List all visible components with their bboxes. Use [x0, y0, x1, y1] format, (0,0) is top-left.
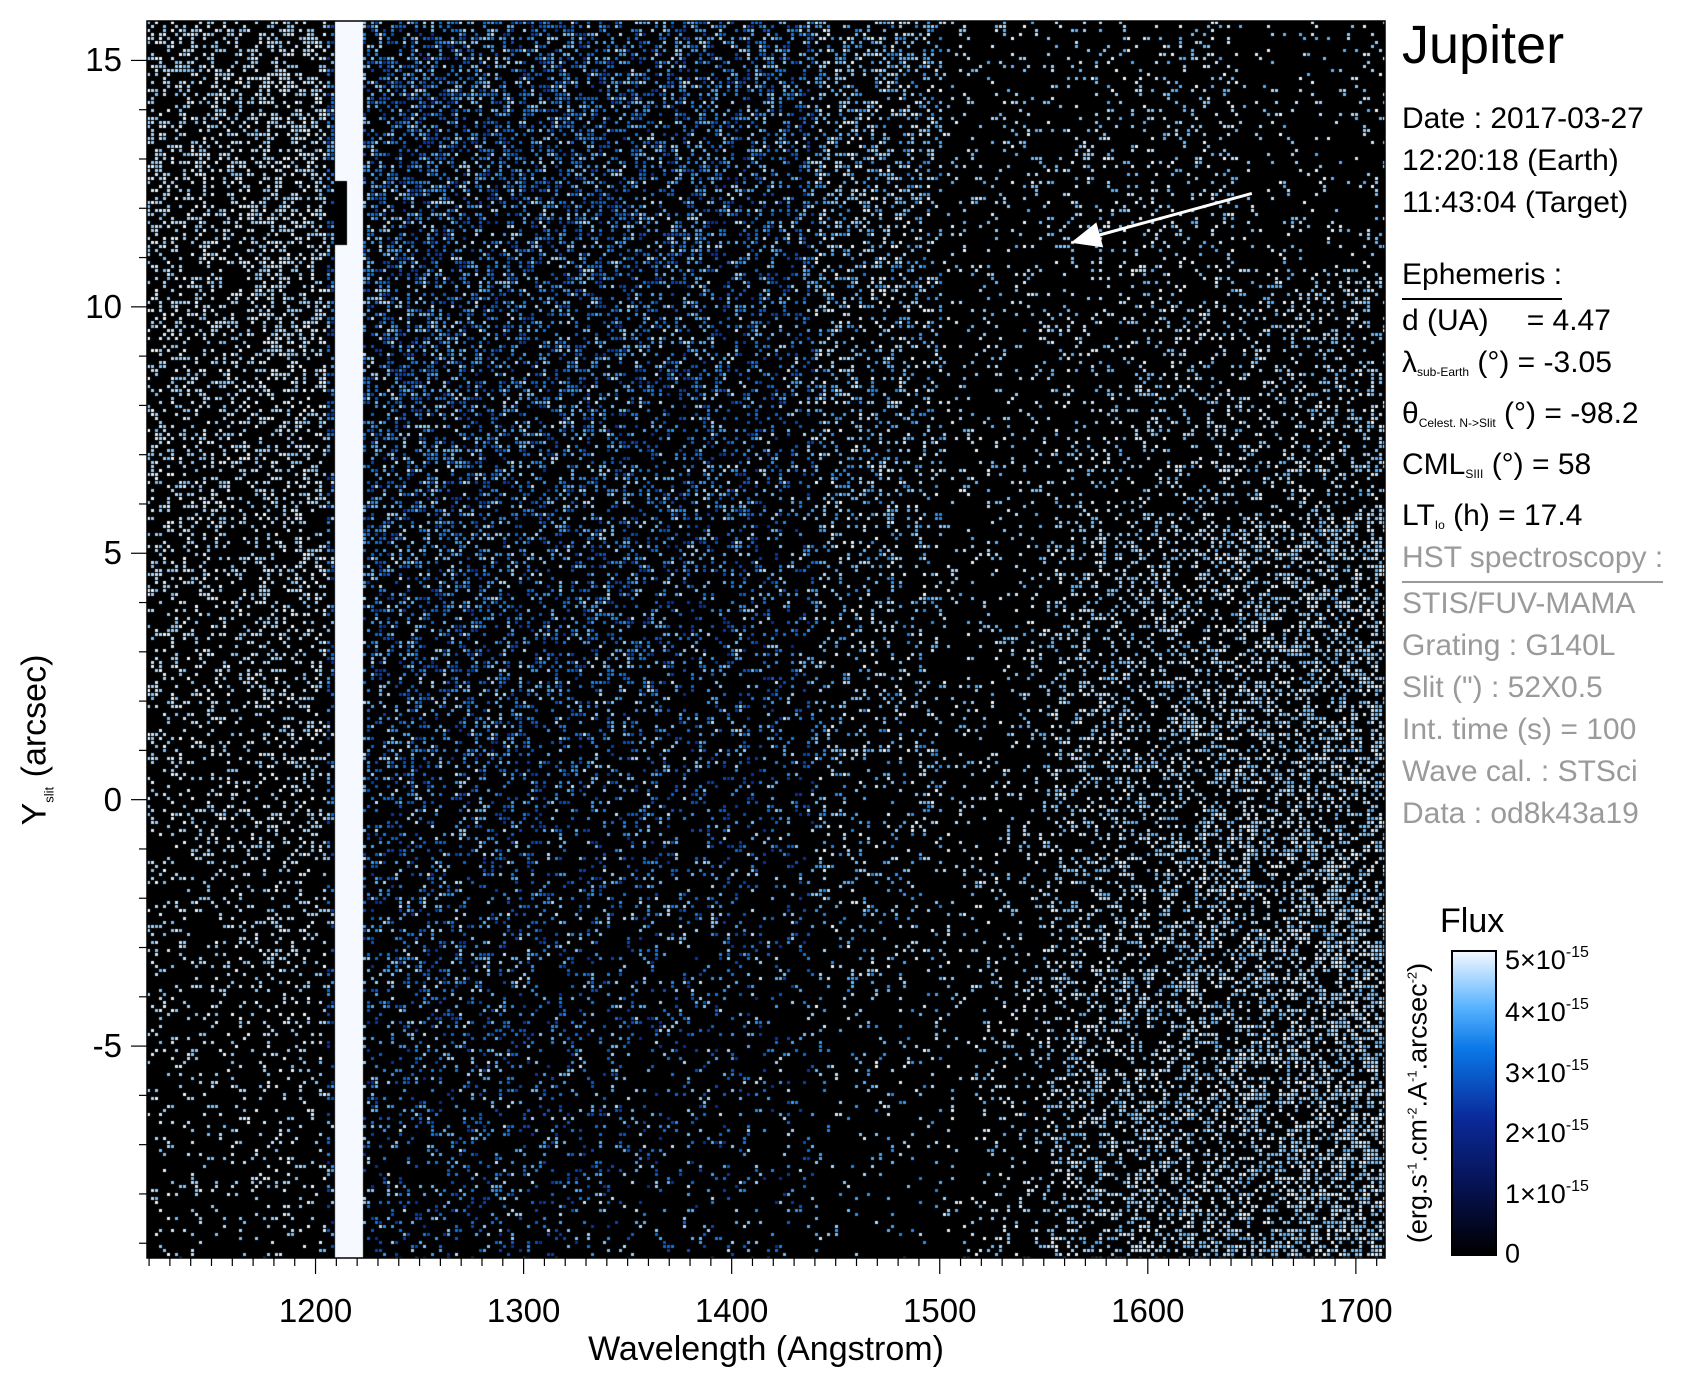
x-tick-label: 1700: [1319, 1292, 1393, 1329]
data-id-text: Data : od8k43a19: [1402, 797, 1639, 830]
tick-mantissa: 4×10: [1505, 997, 1566, 1028]
integration-time-text: Int. time (s) = 100: [1402, 713, 1637, 746]
colorbar-title: Flux: [1440, 902, 1505, 940]
x-tick-label: 1400: [694, 1292, 769, 1329]
slit-text: Slit (") : 52X0.5: [1402, 671, 1603, 704]
flux-heatmap: [147, 21, 1385, 1258]
colorbar-unit-label: (erg.s-1.cm-2.A-1.arcsec-2): [1403, 963, 1434, 1243]
colorbar-unit-part: .arcsec: [1402, 983, 1433, 1071]
observation-time-block: Date : 2017-03-27 12:20:18 (Earth) 11:43…: [1402, 98, 1644, 224]
lambda-value: (°) = -3.05: [1469, 346, 1612, 379]
lt-sub: Io: [1434, 518, 1445, 532]
lambda-sub: sub-Earth: [1417, 365, 1470, 379]
distance-row: d (UA) = 4.47: [1402, 300, 1639, 342]
tick-exponent: -15: [1565, 1177, 1589, 1195]
tick-mantissa: 3×10: [1505, 1057, 1566, 1088]
colorbar-tick-label: 1×10-15: [1505, 1178, 1589, 1210]
colorbar-tick-label: 2×10-15: [1505, 1117, 1589, 1149]
colorbar-unit-part: (erg.s: [1402, 1174, 1433, 1244]
colorbar-unit-part: -2: [1404, 971, 1420, 984]
colorbar-unit-part: .cm: [1402, 1119, 1433, 1163]
tick-exponent: -15: [1565, 944, 1589, 961]
hst-block: HST spectroscopy : STIS/FUV-MAMA Grating…: [1402, 537, 1664, 835]
y-tick-label: 0: [103, 780, 122, 818]
sub-earth-latitude-row: λsub-Earth (°) = -3.05: [1402, 342, 1639, 393]
colorbar-unit-part: -1: [1404, 1162, 1420, 1175]
target-time-text: 11:43:04 (Target): [1402, 186, 1629, 219]
io-local-time-row: LTIo (h) = 17.4: [1402, 495, 1639, 546]
target-title: Jupiter: [1402, 15, 1565, 75]
tick-mantissa: 5×10: [1505, 945, 1566, 975]
colorbar-tick-label: 0: [1505, 1239, 1520, 1270]
instrument-text: STIS/FUV-MAMA: [1402, 587, 1636, 620]
colorbar-tick-label: 3×10-15: [1505, 1057, 1589, 1089]
tick-exponent: -15: [1565, 1117, 1589, 1135]
y-tick-label: -5: [92, 1027, 122, 1065]
annotation-arrow-head: [1070, 222, 1104, 248]
tick-mantissa: 2×10: [1505, 1118, 1566, 1149]
y-tick-label: 15: [85, 41, 122, 79]
x-tick-label: 1500: [903, 1292, 977, 1329]
ephemeris-header: Ephemeris :: [1402, 254, 1563, 300]
colorbar-tick-label: 4×10-15: [1505, 996, 1589, 1028]
colorbar-unit-part: ): [1402, 962, 1433, 972]
x-tick-label: 1300: [486, 1292, 561, 1329]
slit-angle-row: θCelest. N->Slit (°) = -98.2: [1402, 393, 1639, 444]
colorbar-unit-part: .A: [1402, 1081, 1433, 1108]
colorbar-unit-part: -2: [1404, 1107, 1420, 1120]
distance-label: d (UA): [1402, 304, 1489, 337]
cml-symbol: CML: [1402, 448, 1466, 481]
lt-symbol: LT: [1402, 499, 1435, 532]
lt-value: (h) = 17.4: [1444, 499, 1583, 532]
distance-value: = 4.47: [1526, 304, 1611, 337]
colorbar-unit-part: -1: [1404, 1070, 1420, 1082]
y-label-unit: (arcsec): [15, 654, 54, 778]
theta-symbol: θ: [1402, 397, 1419, 430]
earth-time-text: 12:20:18 (Earth): [1402, 144, 1619, 177]
tick-mantissa: 0: [1505, 1238, 1521, 1269]
lambda-symbol: λ: [1402, 346, 1417, 379]
theta-sub: Celest. N->Slit: [1418, 416, 1496, 430]
cml-value: (°) = 58: [1483, 448, 1592, 481]
wave-cal-text: Wave cal. : STSci: [1402, 755, 1638, 788]
ephemeris-block: Ephemeris : d (UA) = 4.47 λsub-Earth (°) …: [1402, 254, 1639, 546]
y-label-main: Y: [15, 802, 54, 826]
tick-exponent: -15: [1565, 996, 1589, 1014]
x-axis-label: Wavelength (Angstrom): [588, 1330, 944, 1368]
y-tick-label: 10: [85, 287, 122, 325]
tick-mantissa: 1×10: [1505, 1178, 1566, 1209]
x-tick-label: 1600: [1111, 1292, 1185, 1329]
date-text: Date : 2017-03-27: [1402, 102, 1644, 135]
colorbar: [1451, 950, 1497, 1256]
grating-text: Grating : G140L: [1402, 629, 1616, 662]
colorbar-tick-label: 5×10-15: [1505, 944, 1589, 976]
y-label-sub: slit: [41, 786, 57, 803]
cml-sub: SIII: [1465, 467, 1484, 481]
hst-header: HST spectroscopy :: [1402, 537, 1664, 583]
x-tick-label: 1200: [278, 1292, 353, 1329]
y-axis-label: Yslit (arcsec): [16, 655, 57, 826]
annotation-arrow-line: [1091, 192, 1253, 239]
cml-row: CMLSIII (°) = 58: [1402, 444, 1639, 495]
spectral-image-plot: [147, 21, 1385, 1258]
plot-frame: [146, 20, 1386, 1259]
theta-value: (°) = -98.2: [1495, 397, 1639, 430]
tick-exponent: -15: [1565, 1056, 1589, 1074]
y-tick-label: 5: [103, 534, 122, 572]
